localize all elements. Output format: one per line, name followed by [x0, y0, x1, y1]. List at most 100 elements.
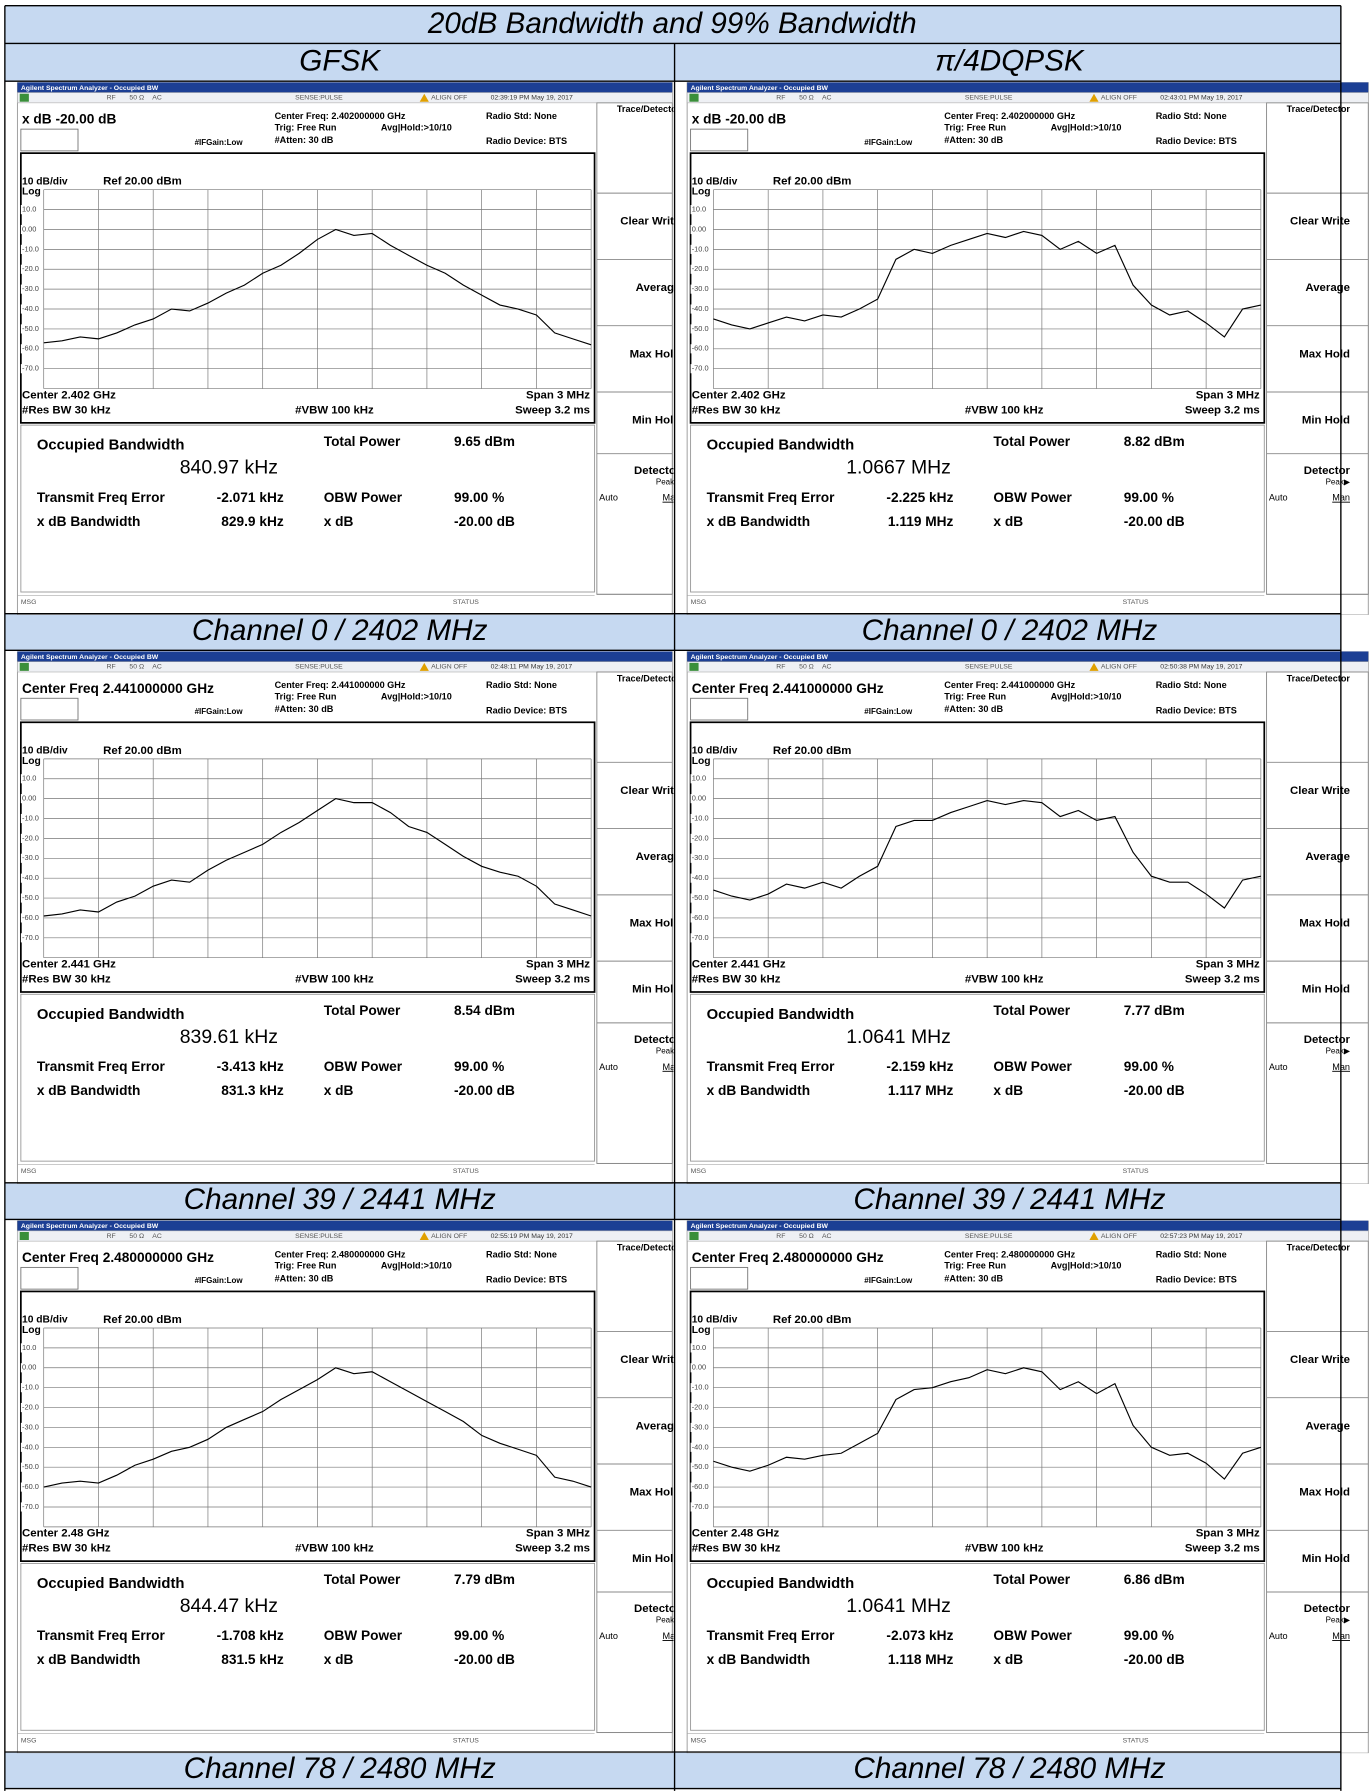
y-tick-label: -50.0 — [22, 324, 39, 333]
ref-label: Ref 20.00 dBm — [103, 1314, 182, 1326]
softkey-auto: Auto — [1269, 493, 1288, 503]
softkey: Min Hold — [1302, 415, 1350, 427]
y-tick-label: -70.0 — [22, 364, 39, 373]
softkey-auto: Auto — [599, 1062, 618, 1072]
tfe-value: -2.225 kHz — [886, 490, 953, 505]
obw-value: 840.97 kHz — [180, 457, 278, 479]
app-title: Agilent Spectrum Analyzer - Occupied BW — [691, 85, 829, 92]
spectrum-trace — [43, 798, 592, 917]
softkey: Detector — [634, 465, 681, 477]
softkey: Detector — [634, 1034, 681, 1046]
status-icon — [19, 1232, 29, 1240]
warning-icon — [419, 662, 429, 671]
input-box — [20, 1266, 79, 1290]
trig: Trig: Free Run — [944, 692, 1006, 702]
y-label-bg — [690, 913, 713, 923]
spectrum-trace — [43, 1367, 592, 1488]
xdb-label: x dB — [324, 514, 354, 529]
y-label-bg — [690, 933, 713, 943]
y-tick-label: -40.0 — [692, 873, 709, 882]
softkey: Trace/Detector — [617, 673, 681, 683]
status-rf: RF — [107, 1233, 116, 1240]
y-tick-label: -40.0 — [22, 1442, 39, 1451]
status-icon — [689, 93, 699, 102]
y-tick-label: -30.0 — [692, 853, 709, 862]
xdb-bw-label: x dB Bandwidth — [37, 514, 141, 529]
analyzer-screenshot: Agilent Spectrum Analyzer - Occupied BW R… — [686, 651, 1369, 1184]
status-align: ALIGN OFF — [431, 1233, 467, 1240]
xdb-value: -20.00 dB — [1124, 514, 1185, 529]
softkey-panel — [1266, 1240, 1369, 1734]
xdb-bw-label: x dB Bandwidth — [37, 1652, 141, 1667]
timestamp: 02:43:01 PM May 19, 2017 — [1160, 95, 1242, 102]
softkey-man: Man — [663, 1631, 681, 1641]
input-box — [690, 697, 749, 721]
log-label: Log — [692, 187, 711, 198]
caption-row — [674, 613, 1341, 651]
graph-frame — [20, 721, 596, 993]
y-tick-label: 0.00 — [692, 1363, 706, 1372]
obw-label: Occupied Bandwidth — [37, 1007, 185, 1023]
y-tick-label: -30.0 — [22, 1422, 39, 1431]
tfe-label: Transmit Freq Error — [37, 1628, 166, 1643]
status-label: STATUS — [1123, 1168, 1149, 1175]
y-label-bg — [20, 1502, 43, 1512]
softkey: Average — [1305, 282, 1350, 294]
status-coupling: AC — [822, 95, 832, 102]
status-icon — [19, 93, 29, 102]
tfe-label: Transmit Freq Error — [707, 1059, 836, 1074]
msg-label: MSG — [21, 1168, 37, 1175]
radio-std: Radio Std: None — [1156, 111, 1227, 121]
vbw-label: #VBW 100 kHz — [295, 404, 374, 416]
softkey: Max Hold — [1299, 348, 1350, 360]
softkey: Trace/Detector — [1287, 1242, 1351, 1252]
center-label: Center 2.402 GHz — [692, 389, 786, 401]
obw-label: Occupied Bandwidth — [37, 1576, 185, 1592]
softkey: Clear Write — [620, 785, 680, 797]
obw-power-value: 99.00 % — [454, 1628, 504, 1643]
scale-label: 10 dB/div — [22, 176, 68, 187]
warning-icon — [1089, 1232, 1099, 1240]
y-tick-label: 10.0 — [22, 1343, 36, 1352]
y-tick-label: -70.0 — [22, 1502, 39, 1511]
avg-hold: Avg|Hold:>10/10 — [381, 1261, 452, 1271]
status-impedance: 50 Ω — [799, 95, 814, 102]
total-power-value: 7.79 dBm — [454, 1572, 515, 1587]
status-row — [17, 661, 673, 673]
input-box — [20, 128, 79, 152]
y-label-bg — [690, 1402, 713, 1413]
y-tick-label: -60.0 — [22, 913, 39, 922]
status-label: STATUS — [1123, 1737, 1149, 1744]
tfe-value: -1.708 kHz — [217, 1628, 284, 1643]
xdb-value: -20.00 dB — [1124, 1083, 1185, 1098]
y-label-bg — [20, 813, 43, 824]
total-power-label: Total Power — [993, 434, 1070, 449]
status-impedance: 50 Ω — [129, 95, 144, 102]
ifgain: #IFGain:Low — [864, 138, 913, 147]
xdb-bw-label: x dB Bandwidth — [707, 1083, 811, 1098]
softkey-man: Man — [663, 493, 681, 503]
obw-label: Occupied Bandwidth — [707, 438, 855, 454]
status-align: ALIGN OFF — [431, 95, 467, 102]
ifgain: #IFGain:Low — [195, 707, 244, 716]
softkey: Trace/Detector — [1287, 673, 1351, 683]
radio-device: Radio Device: BTS — [486, 705, 567, 715]
y-label-bg — [690, 774, 713, 784]
status-impedance: 50 Ω — [799, 664, 814, 671]
log-label: Log — [22, 756, 41, 767]
xdb-value: -20.00 dB — [1124, 1652, 1185, 1667]
center-freq: Center Freq: 2.402000000 GHz — [275, 111, 406, 121]
trig: Trig: Free Run — [275, 122, 337, 132]
trig: Trig: Free Run — [944, 1261, 1006, 1271]
softkey: Max Hold — [630, 1487, 681, 1499]
status-sense: SENSE:PULSE — [965, 1233, 1013, 1240]
atten: #Atten: 30 dB — [275, 1273, 334, 1283]
status-label: STATUS — [453, 1168, 479, 1175]
status-rf: RF — [776, 664, 785, 671]
y-label-bg — [690, 1343, 713, 1353]
y-label-bg — [690, 1462, 713, 1472]
analyzer-screenshot: Agilent Spectrum Analyzer - Occupied BW R… — [16, 1220, 681, 1754]
softkey: Max Hold — [630, 348, 681, 360]
ref-label: Ref 20.00 dBm — [103, 176, 182, 188]
obw-label: Occupied Bandwidth — [707, 1576, 855, 1592]
